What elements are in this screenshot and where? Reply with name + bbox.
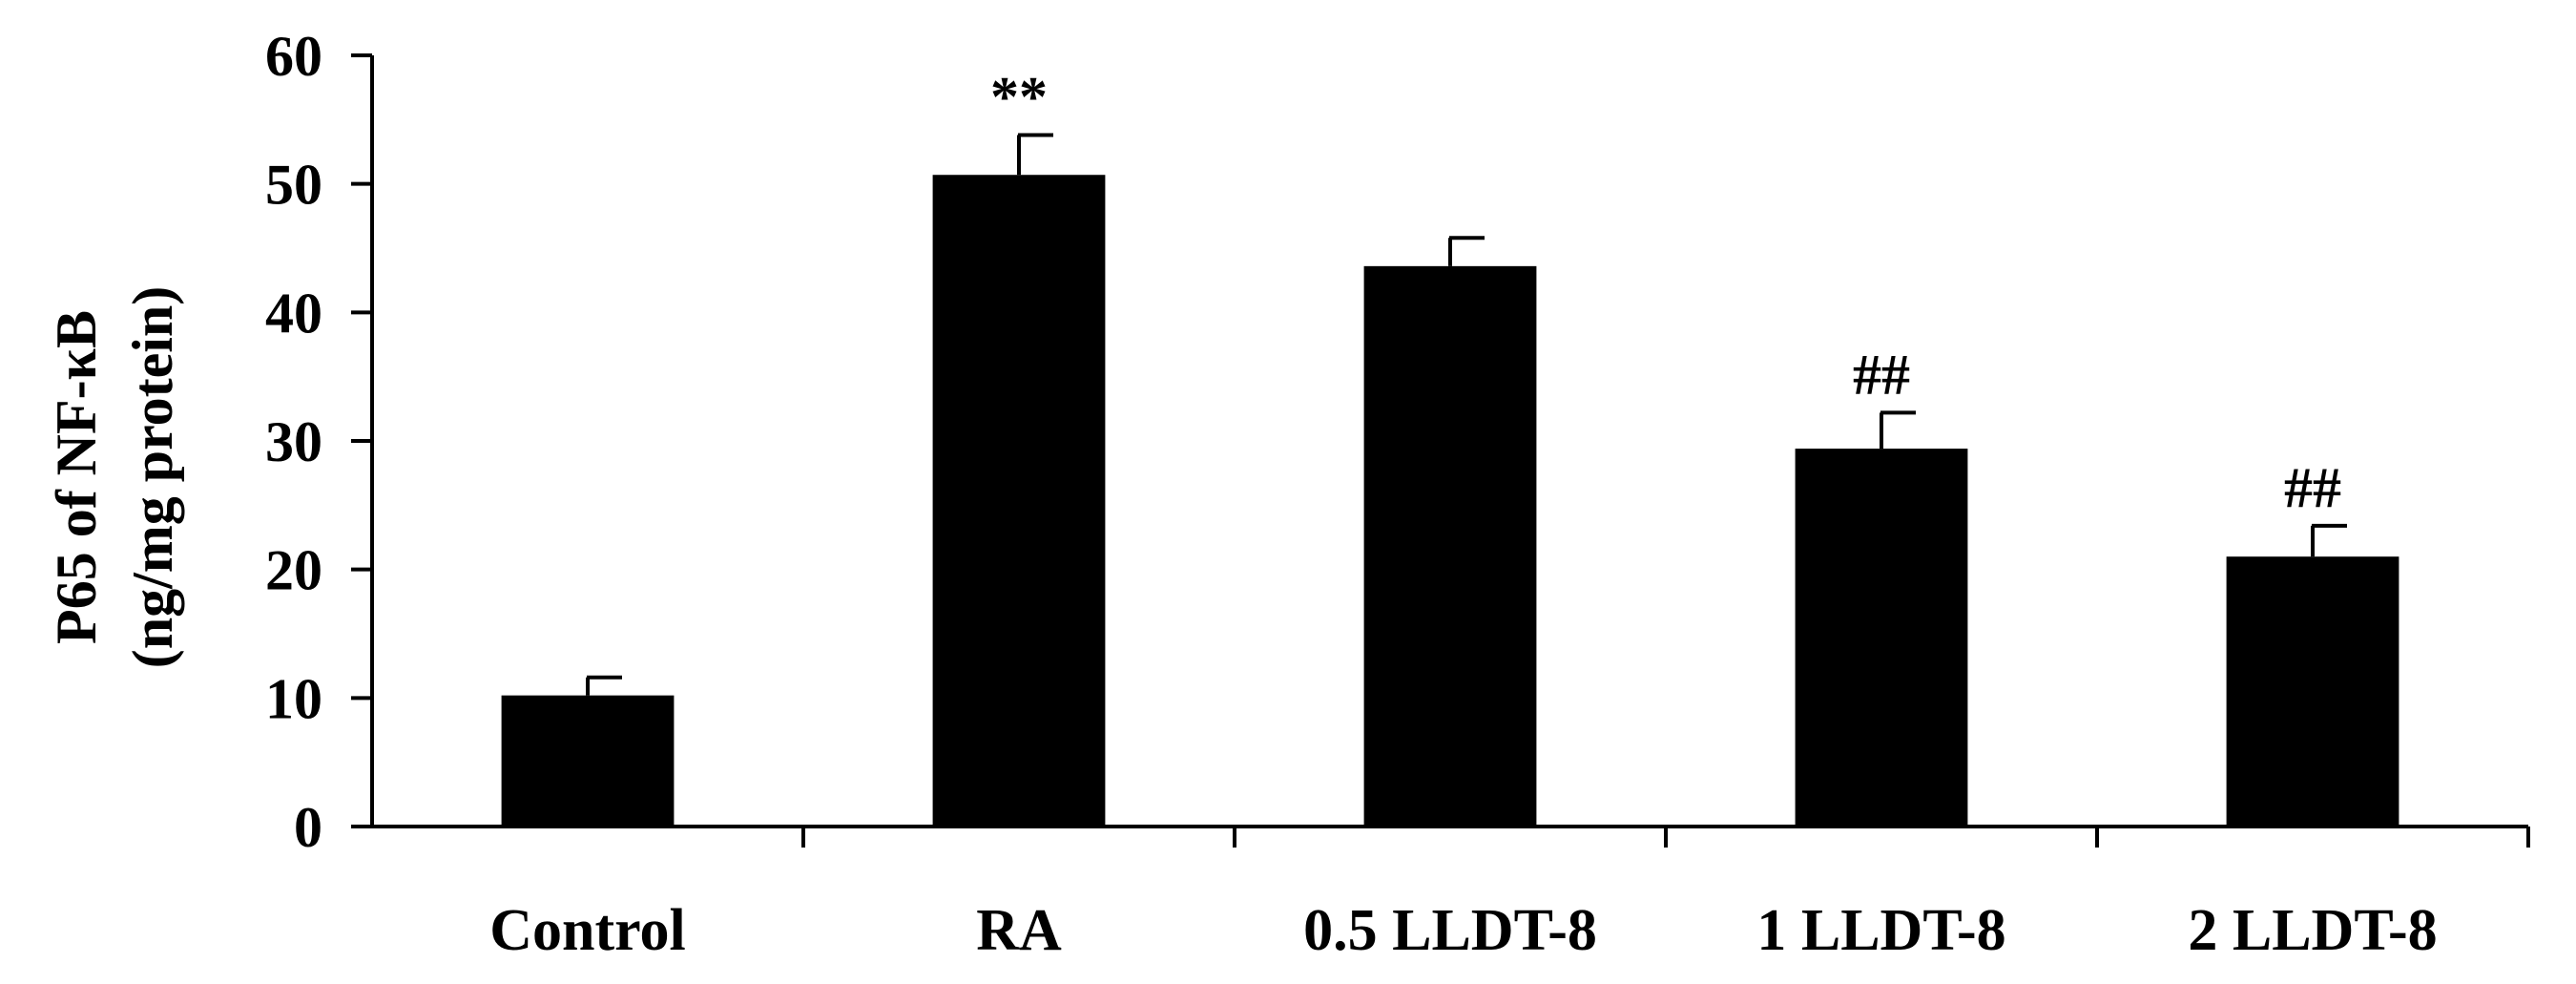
- y-tick-label: 10: [265, 667, 322, 730]
- bar: [501, 695, 675, 827]
- significance-label: ##: [1853, 343, 1910, 406]
- x-axis-ticks: [801, 827, 2530, 848]
- category-labels: Control RA 0.5 LLDT-8 1 LLDT-8 2 LLDT-8: [489, 898, 2437, 963]
- category-label: Control: [489, 898, 686, 963]
- bars: [501, 175, 2399, 827]
- category-label: 1 LLDT-8: [1756, 898, 2005, 963]
- significance-label: ##: [2284, 456, 2341, 519]
- category-label: RA: [976, 898, 1062, 963]
- y-axis-title: P65 of NF-κB (ng/mg protein): [45, 286, 184, 669]
- y-tick-label: 50: [265, 154, 322, 217]
- significance-label: **: [990, 65, 1048, 128]
- y-axis-title-line-2: (ng/mg protein): [121, 286, 184, 669]
- y-tick-label: 0: [294, 796, 322, 859]
- y-tick-label: 30: [265, 410, 322, 473]
- y-axis-title-line-1: P65 of NF-κB: [45, 310, 108, 644]
- bar: [932, 175, 1106, 827]
- y-tick-label: 20: [265, 539, 322, 602]
- y-axis-ticks: 0 10 20 30 40 50 60: [265, 25, 372, 859]
- y-tick-label: 60: [265, 25, 322, 88]
- bar: [1795, 449, 1968, 827]
- bar: [1363, 265, 1537, 827]
- error-bars: [586, 133, 2347, 696]
- category-label: 0.5 LLDT-8: [1303, 898, 1597, 963]
- significance-annotations: ** ## ##: [990, 65, 2341, 518]
- y-tick-label: 40: [265, 282, 322, 345]
- bar: [2226, 556, 2399, 827]
- category-label: 2 LLDT-8: [2188, 898, 2437, 963]
